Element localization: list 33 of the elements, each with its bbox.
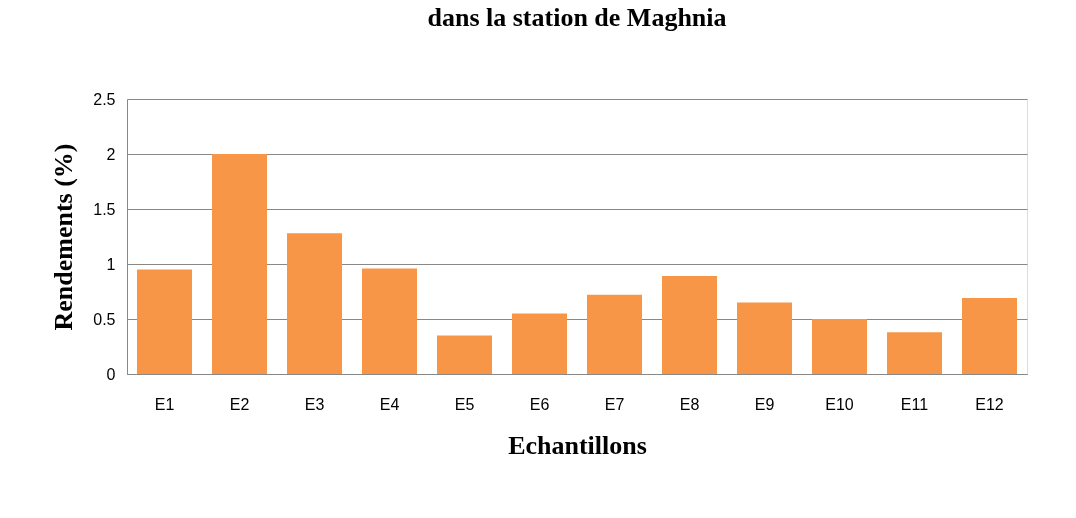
bar (362, 268, 417, 374)
bar (962, 298, 1017, 374)
bar (812, 319, 867, 374)
bar (737, 302, 792, 374)
bar (512, 313, 567, 374)
y-tick-label: 1.5 (93, 200, 116, 218)
chart-title: dans la station de Maghnia (427, 3, 727, 32)
x-tick-label: E9 (754, 395, 775, 413)
y-tick-label: 0.5 (93, 310, 116, 328)
bar (887, 332, 942, 374)
y-tick-label: 2 (106, 145, 116, 163)
bar (587, 294, 642, 374)
bar (212, 154, 267, 374)
y-tick-label: 2.5 (93, 90, 116, 108)
y-tick-label: 0 (106, 365, 116, 383)
bar (662, 276, 717, 374)
x-tick-label: E2 (229, 395, 250, 413)
y-axis-title: Rendements (%) (49, 143, 79, 331)
bar (437, 335, 492, 374)
x-axis-title: Echantillons (508, 430, 647, 460)
x-tick-label: E11 (900, 395, 929, 413)
x-tick-label: E5 (454, 395, 475, 413)
x-tick-label: E10 (825, 395, 854, 413)
bar (137, 269, 192, 374)
x-tick-label: E4 (379, 395, 400, 413)
bar (287, 233, 342, 374)
x-tick-label: E12 (975, 395, 1004, 413)
x-tick-label: E7 (604, 395, 625, 413)
y-tick-label: 1 (106, 255, 116, 273)
x-tick-label: E6 (529, 395, 550, 413)
x-tick-label: E8 (679, 395, 700, 413)
x-tick-label: E3 (304, 395, 325, 413)
x-tick-label: E1 (154, 395, 175, 413)
